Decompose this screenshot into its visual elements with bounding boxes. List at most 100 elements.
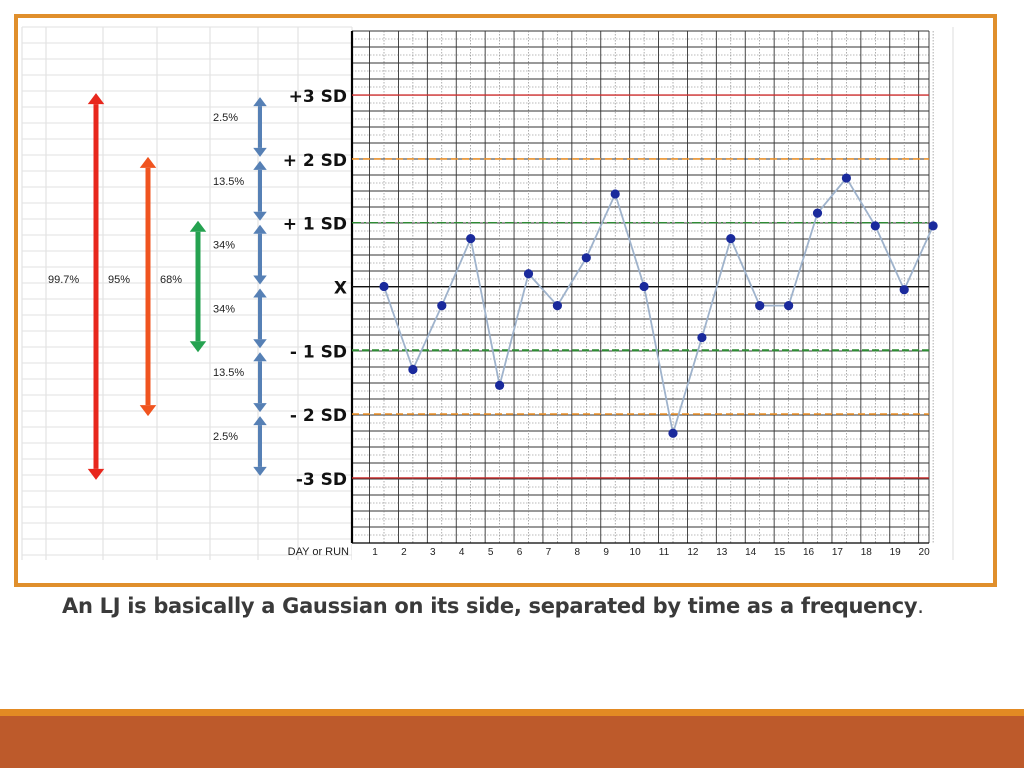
data-point [841,173,852,183]
arrow-head [189,220,207,232]
arrow-head [253,275,267,285]
y-tick-label: - 1 SD [290,342,347,362]
data-point [523,269,534,279]
arrow-head [189,341,207,353]
x-tick-label: 5 [488,547,494,558]
x-tick-label: 14 [745,547,757,558]
data-point [437,301,447,311]
x-tick-label: 3 [430,547,436,558]
data-point [552,301,563,311]
x-tick-label: 19 [890,547,902,558]
data-point [812,208,823,218]
x-tick-label: 13 [716,547,728,558]
arrow-head [253,211,267,221]
data-point [408,364,418,375]
coverage-arrows: 99.7% 95% 68% [48,274,182,286]
data-point [639,281,649,292]
data-point [466,234,476,244]
arrow-head [253,403,267,413]
band-label: 13.5% [213,367,244,379]
x-tick-label: 18 [861,547,873,558]
bottom-accent-line [0,709,1024,716]
sheet-grid [21,26,954,560]
caption-period: . [917,594,924,618]
arrow-head [253,97,267,107]
y-tick-label: + 2 SD [283,151,347,171]
y-tick-label: X [334,279,347,299]
band-label: 13.5% [213,176,244,188]
coverage-arrow [189,220,207,353]
arrow-head [253,160,267,170]
arrow-head [253,352,267,362]
arrow-head [253,288,267,298]
x-axis-label: DAY or RUN [288,546,349,558]
x-tick-label: 7 [546,547,552,558]
arrow-head [87,468,105,480]
x-tick-label: 12 [687,547,699,558]
x-tick-label: 11 [659,547,670,558]
band-label: 34% [213,303,235,315]
data-point [668,428,678,438]
band-arrow [253,224,267,285]
arrow-head [253,339,267,349]
x-tick-label: 2 [401,547,407,558]
band-label: 2.5% [213,112,238,124]
y-tick-label: -3 SD [296,470,347,490]
data-point [755,301,765,311]
x-tick-label: 15 [774,547,786,558]
coverage-label: 95% [108,274,130,286]
data-point [784,301,794,311]
data-point [899,285,909,295]
arrow-head [253,224,267,234]
arrow-head [87,93,105,105]
band-arrow [253,160,267,221]
data-point [610,189,620,199]
coverage-label: 68% [160,274,182,286]
y-tick-labels: +3 SD + 2 SD + 1 SD X - 1 SD - 2 SD -3 SD [283,87,347,490]
arrow-head [139,156,157,168]
control-lines [352,94,929,479]
coverage-arrow [87,93,105,480]
y-tick-label: - 2 SD [290,406,347,426]
x-tick-label: 6 [517,547,523,558]
x-tick-label: 10 [630,547,642,558]
arrow-head [139,405,157,417]
arrow-head [253,147,267,157]
caption-text: An LJ is basically a Gaussian on its sid… [62,594,918,618]
data-point [379,281,389,292]
coverage-arrow [139,156,157,417]
data-point [581,253,591,263]
x-tick-label: 9 [603,547,609,558]
band-arrow [253,352,267,413]
band-arrow [253,416,267,476]
series-points [379,173,938,438]
data-point [870,221,880,231]
x-tick-label: 1 [372,547,378,558]
band-label: 2.5% [213,431,238,443]
bottom-accent-bar [0,716,1024,768]
series-line [383,176,934,434]
band-label: 34% [213,240,235,252]
data-point [726,234,736,244]
band-arrows: 2.5% 13.5% 34% 34% 13.5% 2.5% [213,112,244,443]
arrow-head [253,466,267,476]
x-tick-label: 17 [832,547,844,558]
coverage-label: 99.7% [48,274,79,286]
x-tick-label: 4 [459,547,465,558]
x-axis-band [352,543,935,560]
band-arrow [253,97,267,157]
plot-grid [352,30,935,560]
data-point [697,332,707,343]
x-tick-label: 20 [919,547,931,558]
y-tick-label: + 1 SD [283,215,347,235]
data-point [495,380,505,390]
y-tick-label: +3 SD [289,87,347,107]
band-arrow [253,288,267,349]
arrow-head [253,416,267,426]
x-tick-label: 16 [803,547,815,558]
data-point [928,221,938,231]
slide-caption: An LJ is basically a Gaussian on its sid… [62,594,924,618]
